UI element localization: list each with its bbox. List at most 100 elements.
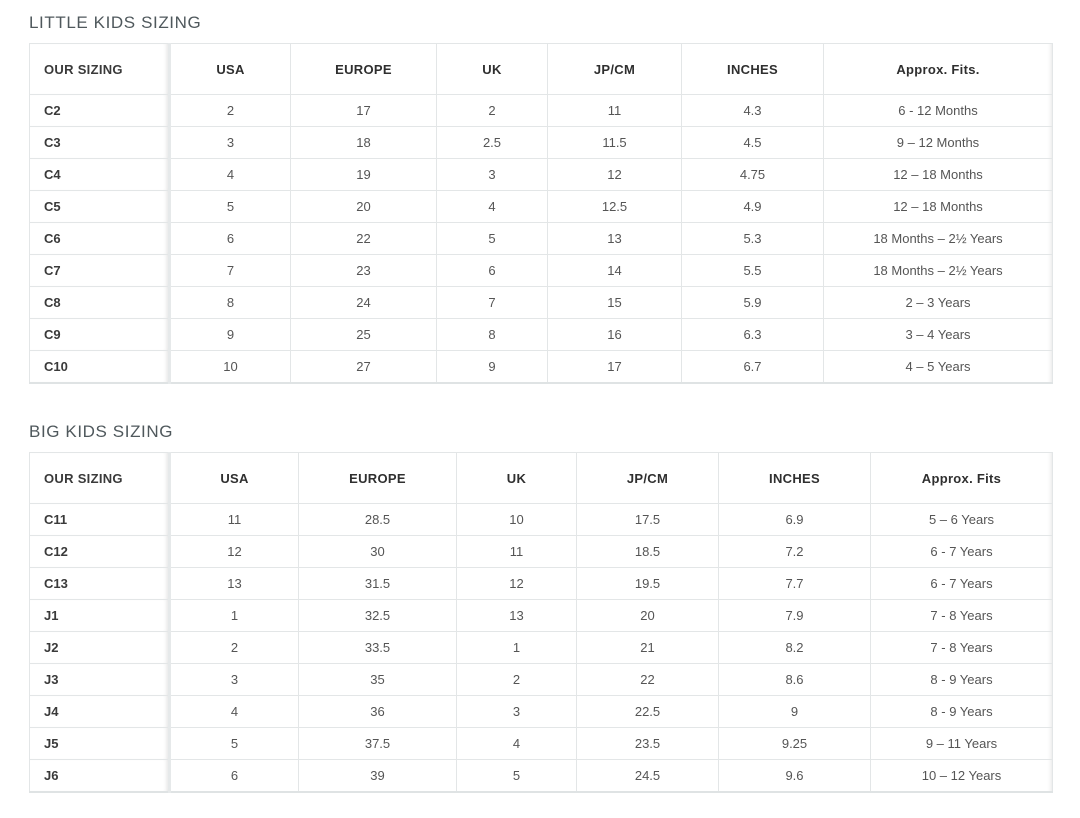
table-cell: 9.6 bbox=[718, 759, 871, 793]
little-kids-title: LITTLE KIDS SIZING bbox=[29, 13, 202, 32]
table-cell: 6 - 12 Months bbox=[823, 94, 1053, 127]
size-code-cell: C13 bbox=[29, 567, 171, 600]
table-cell: 4.9 bbox=[681, 190, 824, 223]
table-cell: 8 - 9 Years bbox=[870, 695, 1053, 728]
size-code-cell: C9 bbox=[29, 318, 171, 351]
table-cell: 11 bbox=[547, 94, 682, 127]
table-cell: 12 bbox=[169, 535, 299, 568]
table-cell: 13 bbox=[456, 599, 577, 632]
table-cell: 6 bbox=[169, 759, 299, 793]
table-row: J4 4 36 3 22.5 9 8 - 9 Years bbox=[29, 695, 1053, 728]
table-cell: 18 Months – 2½ Years bbox=[823, 254, 1053, 287]
table-cell: 5 bbox=[456, 759, 577, 793]
column-header: UK bbox=[436, 43, 548, 95]
column-header: INCHES bbox=[718, 452, 871, 504]
table-cell: 9 – 11 Years bbox=[870, 727, 1053, 760]
little-kids-size-table: OUR SIZING USA EUROPE UK JP/CM INCHES Approx. … bbox=[29, 43, 1053, 384]
table-row: C11 11 28.5 10 17.5 6.9 5 – 6 Years bbox=[29, 503, 1053, 536]
table-cell: 6.7 bbox=[681, 350, 824, 384]
table-cell: 6.3 bbox=[681, 318, 824, 351]
column-header: EUROPE bbox=[290, 43, 437, 95]
table-cell: 8 bbox=[169, 286, 291, 319]
table-row: J2 2 33.5 1 21 8.2 7 - 8 Years bbox=[29, 631, 1053, 664]
table-cell: 6.9 bbox=[718, 503, 871, 536]
table-cell: 7.7 bbox=[718, 567, 871, 600]
table-cell: 4 bbox=[169, 158, 291, 191]
table-cell: 9.25 bbox=[718, 727, 871, 760]
header-row: OUR SIZING USA EUROPE UK JP/CM INCHES Approx. … bbox=[29, 43, 1053, 95]
table-cell: 12 – 18 Months bbox=[823, 190, 1053, 223]
table-cell: 23.5 bbox=[576, 727, 719, 760]
table-cell: 7.2 bbox=[718, 535, 871, 568]
table-row: C5 5 20 4 12.5 4.9 12 – 18 Months bbox=[29, 190, 1053, 223]
table-cell: 39 bbox=[298, 759, 457, 793]
table-cell: 2 bbox=[169, 631, 299, 664]
table-cell: 35 bbox=[298, 663, 457, 696]
table-cell: 16 bbox=[547, 318, 682, 351]
table-cell: 6 bbox=[169, 222, 291, 255]
table-row: C8 8 24 7 15 5.9 2 – 3 Years bbox=[29, 286, 1053, 319]
column-header: INCHES bbox=[681, 43, 824, 95]
size-code-cell: C12 bbox=[29, 535, 171, 568]
table-cell: 25 bbox=[290, 318, 437, 351]
table-cell: 1 bbox=[456, 631, 577, 664]
table-cell: 22 bbox=[290, 222, 437, 255]
table-cell: 2.5 bbox=[436, 126, 548, 159]
table-cell: 5.9 bbox=[681, 286, 824, 319]
table-cell: 13 bbox=[169, 567, 299, 600]
size-code-cell: C7 bbox=[29, 254, 171, 287]
column-header: USA bbox=[169, 452, 299, 504]
table-row: C4 4 19 3 12 4.75 12 – 18 Months bbox=[29, 158, 1053, 191]
table-cell: 20 bbox=[576, 599, 719, 632]
table-cell: 19.5 bbox=[576, 567, 719, 600]
big-kids-size-table: OUR SIZING USA EUROPE UK JP/CM INCHES Approx. … bbox=[29, 452, 1053, 793]
table-cell: 21 bbox=[576, 631, 719, 664]
size-code-cell: C11 bbox=[29, 503, 171, 536]
table-row: C7 7 23 6 14 5.5 18 Months – 2½ Years bbox=[29, 254, 1053, 287]
size-code-cell: J4 bbox=[29, 695, 171, 728]
size-code-cell: J2 bbox=[29, 631, 171, 664]
table-cell: 8.2 bbox=[718, 631, 871, 664]
table-cell: 22 bbox=[576, 663, 719, 696]
column-header: Approx. Fits. bbox=[823, 43, 1053, 95]
table-cell: 20 bbox=[290, 190, 437, 223]
table-cell: 5 bbox=[436, 222, 548, 255]
column-header: OUR SIZING bbox=[29, 43, 171, 95]
column-header: Approx. Fits bbox=[870, 452, 1053, 504]
table-cell: 2 bbox=[436, 94, 548, 127]
table-cell: 12.5 bbox=[547, 190, 682, 223]
size-code-cell: C10 bbox=[29, 350, 171, 384]
table-cell: 6 - 7 Years bbox=[870, 567, 1053, 600]
table-cell: 17 bbox=[547, 350, 682, 384]
table-cell: 7 - 8 Years bbox=[870, 631, 1053, 664]
table-cell: 3 bbox=[169, 663, 299, 696]
size-code-cell: C8 bbox=[29, 286, 171, 319]
table-cell: 17 bbox=[290, 94, 437, 127]
table-row: J6 6 39 5 24.5 9.6 10 – 12 Years bbox=[29, 759, 1053, 793]
column-header: EUROPE bbox=[298, 452, 457, 504]
table-cell: 7.9 bbox=[718, 599, 871, 632]
column-header: JP/CM bbox=[576, 452, 719, 504]
table-cell: 6 - 7 Years bbox=[870, 535, 1053, 568]
header-row: OUR SIZING USA EUROPE UK JP/CM INCHES Approx. … bbox=[29, 452, 1053, 504]
table-cell: 31.5 bbox=[298, 567, 457, 600]
table-cell: 4 bbox=[436, 190, 548, 223]
table-cell: 23 bbox=[290, 254, 437, 287]
table-cell: 3 bbox=[436, 158, 548, 191]
table-cell: 4.5 bbox=[681, 126, 824, 159]
table-cell: 9 bbox=[436, 350, 548, 384]
column-header: JP/CM bbox=[547, 43, 682, 95]
table-cell: 7 - 8 Years bbox=[870, 599, 1053, 632]
size-code-cell: C4 bbox=[29, 158, 171, 191]
table-row: J1 1 32.5 13 20 7.9 7 - 8 Years bbox=[29, 599, 1053, 632]
table-cell: 6 bbox=[436, 254, 548, 287]
column-header: UK bbox=[456, 452, 577, 504]
size-code-cell: J5 bbox=[29, 727, 171, 760]
table-cell: 3 – 4 Years bbox=[823, 318, 1053, 351]
table-cell: 37.5 bbox=[298, 727, 457, 760]
table-cell: 10 bbox=[169, 350, 291, 384]
table-cell: 30 bbox=[298, 535, 457, 568]
size-code-cell: C3 bbox=[29, 126, 171, 159]
table-cell: 14 bbox=[547, 254, 682, 287]
table-cell: 9 bbox=[169, 318, 291, 351]
